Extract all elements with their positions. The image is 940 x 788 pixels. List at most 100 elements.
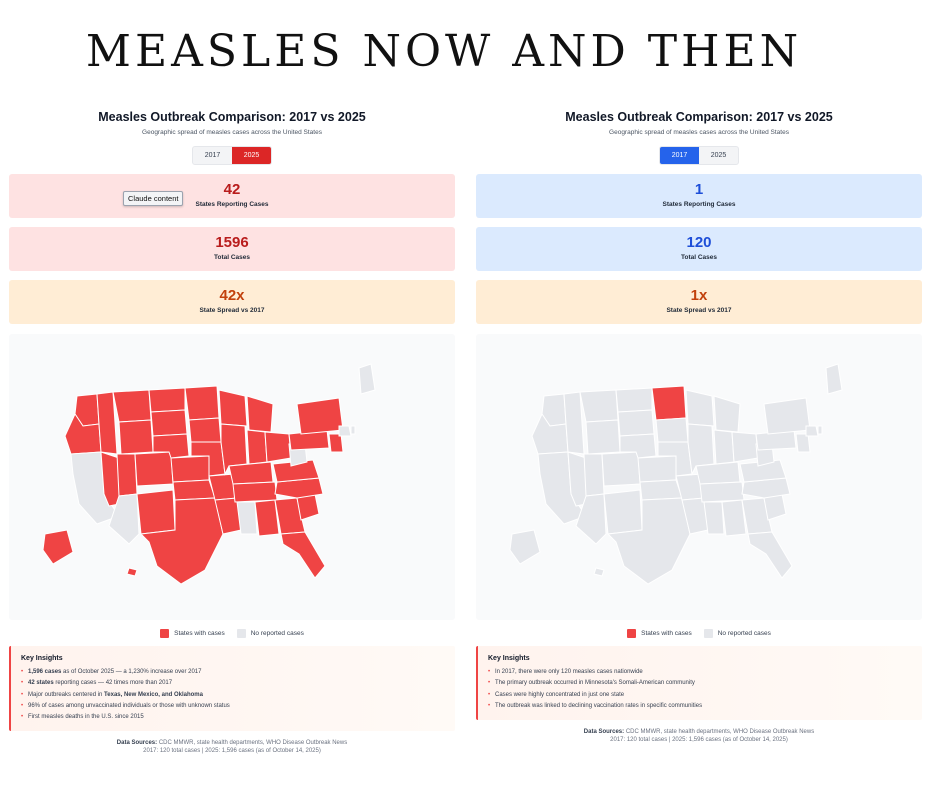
insight-item: Major outbreaks centered in Texas, New M… xyxy=(21,690,445,702)
stat-spread-label: State Spread vs 2017 xyxy=(199,307,265,314)
state-me-2017[interactable] xyxy=(825,363,843,395)
state-ks-2017[interactable] xyxy=(637,455,677,483)
state-al-2025[interactable] xyxy=(254,499,280,537)
state-oh-2025[interactable] xyxy=(264,431,292,463)
state-ms-2025[interactable] xyxy=(236,501,258,535)
state-ak-2017[interactable] xyxy=(509,529,541,565)
state-wy-2025[interactable] xyxy=(118,419,154,455)
state-co-2017[interactable] xyxy=(601,451,641,487)
state-nm-2017[interactable] xyxy=(603,489,643,535)
state-nv-2025[interactable] xyxy=(100,451,120,507)
state-mi-2017[interactable] xyxy=(713,395,741,433)
insight-item: The outbreak was linked to declining vac… xyxy=(488,701,912,713)
state-ok-2025[interactable] xyxy=(172,479,216,501)
state-fl-2025[interactable] xyxy=(280,531,326,579)
state-mi-2025[interactable] xyxy=(246,395,274,433)
insights-title: Key Insights xyxy=(21,655,63,662)
state-nj-2025[interactable] xyxy=(328,433,344,453)
state-ia-2025[interactable] xyxy=(188,417,222,443)
state-oh-2017[interactable] xyxy=(731,431,759,463)
state-wi-2017[interactable] xyxy=(685,389,715,427)
state-hi-2017[interactable] xyxy=(593,567,605,577)
state-ia-2017[interactable] xyxy=(655,417,689,443)
state-ak-2025[interactable] xyxy=(42,529,74,565)
state-id-2017[interactable] xyxy=(563,391,585,455)
legend-affected-label: States with cases xyxy=(641,630,692,637)
state-ri-2025[interactable] xyxy=(350,425,356,435)
state-nv-2017[interactable] xyxy=(567,451,587,507)
stat-spread-value: 42x xyxy=(219,287,245,304)
stat-total-label: Total Cases xyxy=(213,254,250,261)
stat-states-card: 42 States Reporting Cases Claude content xyxy=(9,174,455,218)
legend-affected-swatch xyxy=(627,629,637,638)
state-nd-2017[interactable] xyxy=(615,387,653,413)
state-nj-2017[interactable] xyxy=(795,433,811,453)
stat-total-card: 120 Total Cases xyxy=(476,227,922,271)
state-ks-2025[interactable] xyxy=(170,455,210,483)
state-tn-2017[interactable] xyxy=(699,481,745,503)
toggle-2025-button[interactable]: 2025 xyxy=(710,152,727,159)
state-fl-2017[interactable] xyxy=(747,531,793,579)
state-mt-2025[interactable] xyxy=(112,389,152,423)
insight-item: First measles deaths in the U.S. since 2… xyxy=(21,712,445,724)
state-mt-2017[interactable] xyxy=(579,389,619,423)
legend-none-swatch xyxy=(236,629,246,638)
stat-total-label: Total Cases xyxy=(680,254,717,261)
tooltip: Claude content xyxy=(123,191,184,206)
stat-states-value: 42 xyxy=(223,181,241,198)
legend-none-swatch xyxy=(703,629,713,638)
stat-total-value: 120 xyxy=(686,234,712,251)
stat-states-value: 1 xyxy=(694,181,704,198)
stat-states-card: 1 States Reporting Cases xyxy=(476,174,922,218)
key-insights: Key Insights In 2017, there were only 12… xyxy=(476,646,922,721)
data-sources: Data Sources: CDC MMWR, state health dep… xyxy=(116,740,348,755)
state-ut-2017[interactable] xyxy=(583,453,605,497)
stat-states-label: States Reporting Cases xyxy=(195,201,269,208)
state-nm-2025[interactable] xyxy=(136,489,176,535)
toggle-2017-button[interactable]: 2017 xyxy=(204,152,221,159)
insight-item: Cases were highly concentrated in just o… xyxy=(488,690,912,702)
state-wi-2025[interactable] xyxy=(218,389,248,427)
state-ms-2017[interactable] xyxy=(703,501,725,535)
state-az-2017[interactable] xyxy=(575,493,607,545)
year-toggle: 2017 2025 xyxy=(9,146,455,165)
state-ct-2017[interactable] xyxy=(805,425,819,437)
map-svg xyxy=(42,363,376,585)
state-sd-2025[interactable] xyxy=(150,409,188,437)
stat-spread-card: 1x State Spread vs 2017 xyxy=(476,280,922,324)
state-id-2025[interactable] xyxy=(96,391,118,455)
state-al-2017[interactable] xyxy=(721,499,747,537)
insight-item: 96% of cases among unvaccinated individu… xyxy=(21,701,445,713)
panel-title: Measles Outbreak Comparison: 2017 vs 202… xyxy=(98,110,366,124)
map-legend: States with cases No reported cases xyxy=(9,629,455,638)
insight-item: 1,596 cases as of October 2025 — a 1,230… xyxy=(21,667,445,679)
toggle-2025-button[interactable]: 2025 xyxy=(232,147,271,164)
state-tn-2025[interactable] xyxy=(232,481,278,503)
state-mn-2017[interactable] xyxy=(651,385,687,421)
panel-2017: Measles Outbreak Comparison: 2017 vs 202… xyxy=(476,0,922,788)
state-ny-2025[interactable] xyxy=(296,397,344,435)
state-mn-2025[interactable] xyxy=(184,385,220,421)
state-me-2025[interactable] xyxy=(358,363,376,395)
state-in-2025[interactable] xyxy=(246,429,268,465)
state-ok-2017[interactable] xyxy=(639,479,683,501)
state-ky-2025[interactable] xyxy=(228,461,274,485)
panel-subtitle: Geographic spread of measles cases acros… xyxy=(609,129,789,136)
state-ri-2017[interactable] xyxy=(817,425,823,435)
state-sd-2017[interactable] xyxy=(617,409,655,437)
toggle-2017-button[interactable]: 2017 xyxy=(660,147,699,164)
state-wy-2017[interactable] xyxy=(585,419,621,455)
state-ut-2025[interactable] xyxy=(116,453,138,497)
insight-item: In 2017, there were only 120 measles cas… xyxy=(488,667,912,679)
state-az-2025[interactable] xyxy=(108,493,140,545)
state-co-2025[interactable] xyxy=(134,451,174,487)
state-nd-2025[interactable] xyxy=(148,387,186,413)
stat-total-value: 1596 xyxy=(215,234,249,251)
insight-item: 42 states reporting cases — 42 times mor… xyxy=(21,678,445,690)
state-ny-2017[interactable] xyxy=(763,397,811,435)
state-in-2017[interactable] xyxy=(713,429,735,465)
state-ct-2025[interactable] xyxy=(338,425,352,437)
state-hi-2025[interactable] xyxy=(126,567,138,577)
key-insights: Key Insights 1,596 cases as of October 2… xyxy=(9,646,455,732)
state-ky-2017[interactable] xyxy=(695,461,741,485)
